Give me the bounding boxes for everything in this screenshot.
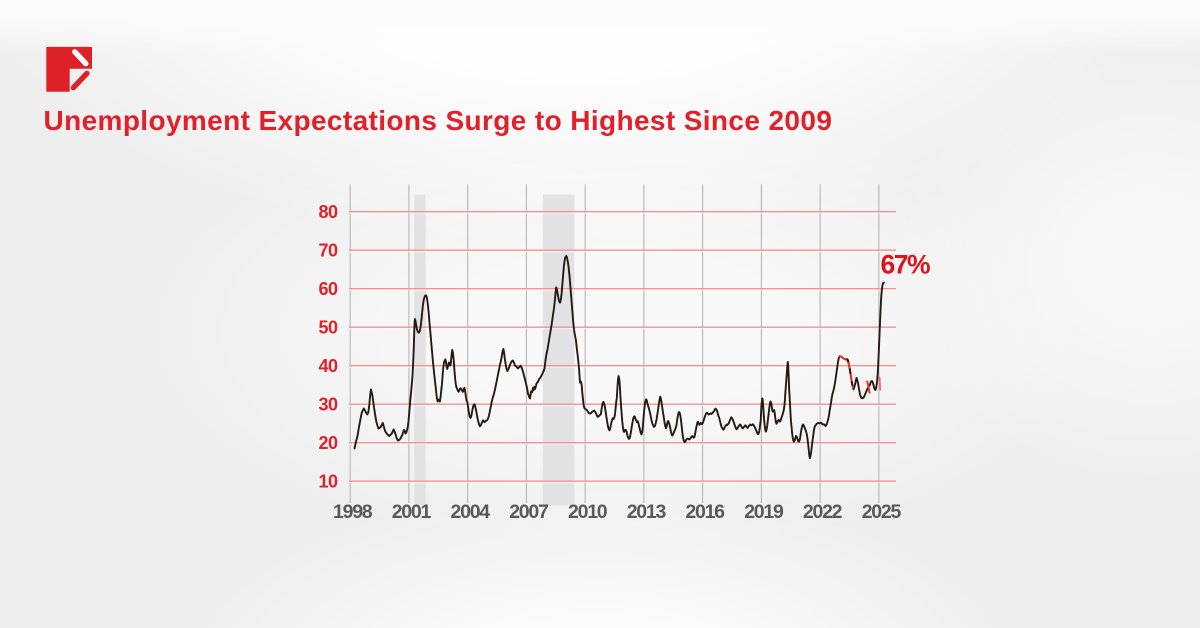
svg-text:70: 70 [318,241,338,261]
svg-text:50: 50 [318,318,338,338]
svg-text:2016: 2016 [685,501,725,523]
svg-text:67%: 67% [881,250,930,280]
svg-text:60: 60 [318,279,338,299]
svg-text:20: 20 [318,433,338,453]
svg-text:30: 30 [318,395,338,415]
svg-text:80: 80 [318,202,338,222]
svg-text:2013: 2013 [627,501,667,523]
svg-text:2010: 2010 [568,501,608,523]
svg-text:2019: 2019 [744,501,784,523]
svg-text:1998: 1998 [333,501,373,523]
svg-text:2007: 2007 [509,501,548,523]
svg-text:2022: 2022 [803,501,843,523]
svg-text:2025: 2025 [862,501,902,523]
svg-text:40: 40 [318,356,338,376]
svg-text:2001: 2001 [392,501,432,523]
svg-text:10: 10 [318,472,338,492]
svg-text:2004: 2004 [451,501,491,523]
